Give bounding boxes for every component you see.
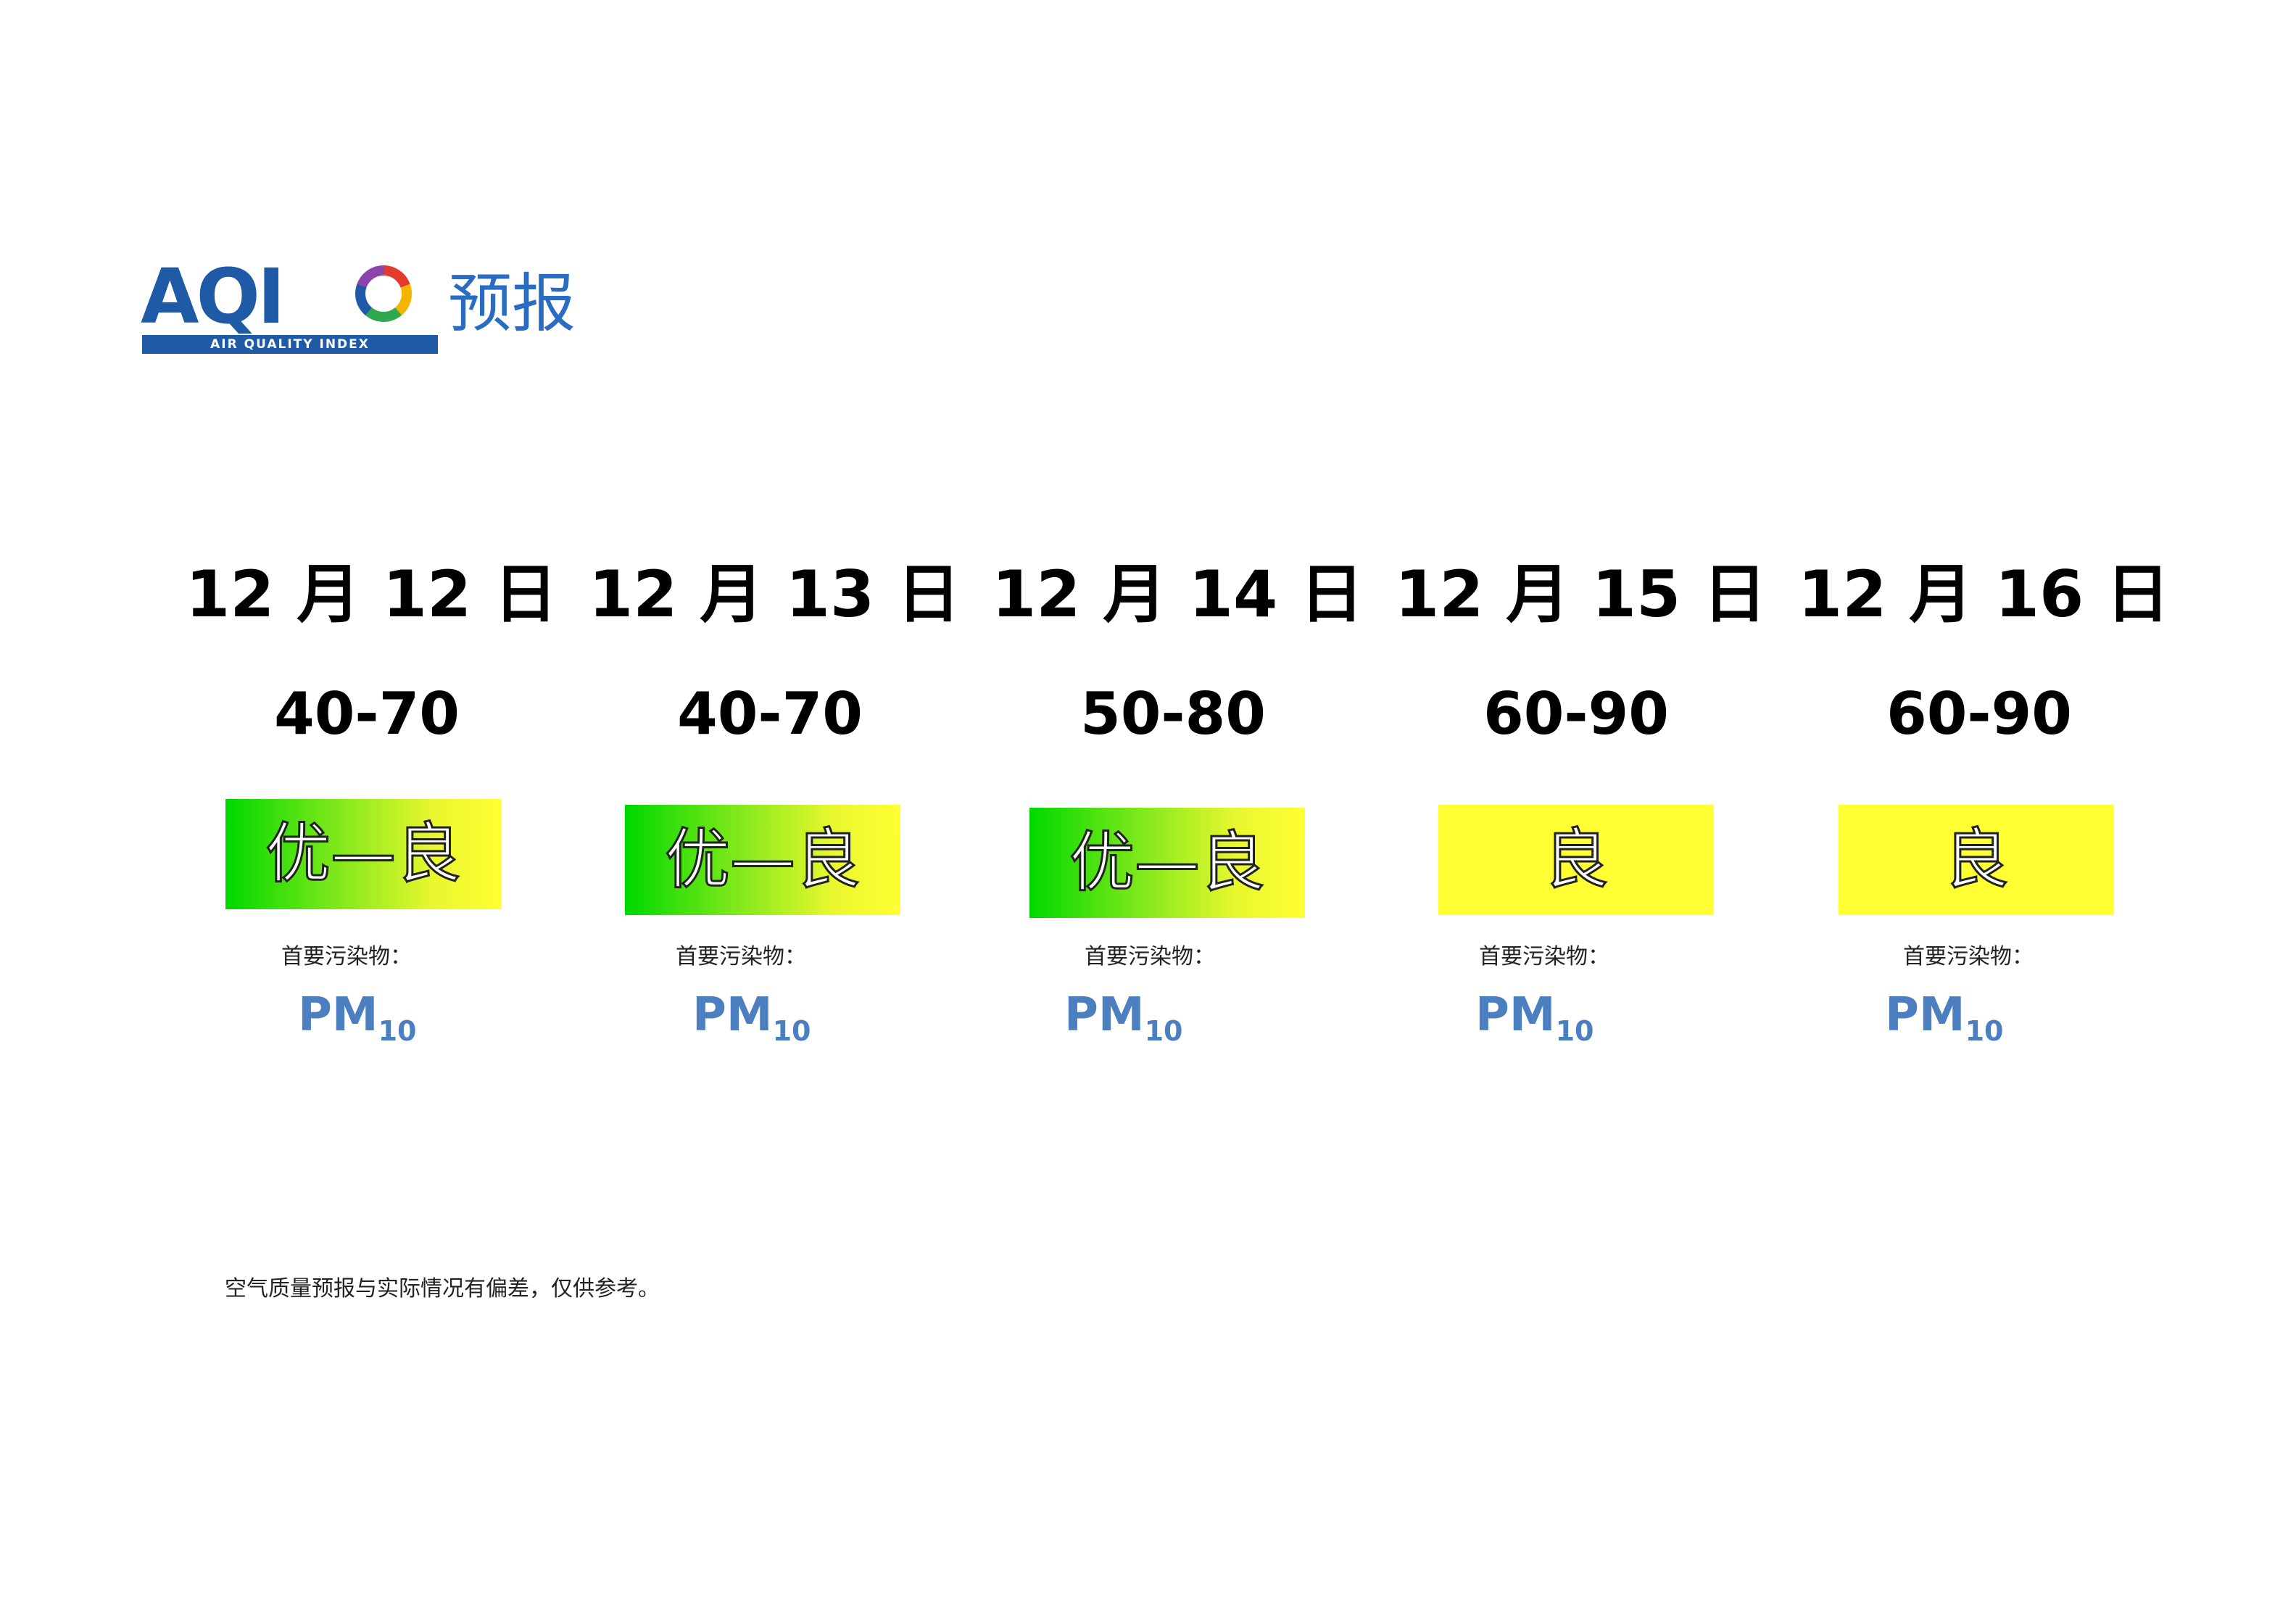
primary-pollutant: PM10 — [1885, 986, 2003, 1060]
pollutant-label: 首要污染物： — [676, 944, 806, 969]
forecast-date: 12 月 16 日 — [1798, 557, 2170, 632]
aqi-range: 60-90 — [1886, 680, 2072, 748]
aqi-level-badge: 优—良 — [625, 805, 900, 915]
aqi-range: 50-80 — [1080, 680, 1266, 748]
aqi-level-badge: 良 — [1438, 805, 1714, 915]
forecast-day: 12 月 13 日 40-70 优—良 首要污染物： PM10 — [589, 551, 961, 1073]
pollutant-subscript: 10 — [772, 1015, 811, 1047]
pollutant-subscript: 10 — [1965, 1015, 2004, 1047]
pollutant-name: PM — [1885, 988, 1965, 1042]
forecast-date: 12 月 14 日 — [992, 557, 1364, 632]
primary-pollutant: PM10 — [298, 986, 416, 1060]
aqi-logo: AQI AIR QUALITY INDEX 预报 — [141, 252, 576, 354]
aqi-range: 60-90 — [1483, 680, 1669, 748]
pollutant-name: PM — [298, 988, 378, 1042]
pollutant-label: 首要污染物： — [281, 944, 412, 969]
pollutant-label: 首要污染物： — [1085, 944, 1215, 969]
aqi-level-badge: 良 — [1839, 805, 2114, 915]
primary-pollutant: PM10 — [1064, 986, 1182, 1060]
primary-pollutant: PM10 — [692, 986, 811, 1060]
forecast-day: 12 月 14 日 50-80 优—良 首要污染物： PM10 — [992, 551, 1364, 1073]
aqi-range: 40-70 — [274, 680, 460, 748]
forecast-day: 12 月 15 日 60-90 良 首要污染物： PM10 — [1395, 551, 1767, 1073]
pollutant-name: PM — [1475, 988, 1556, 1042]
aqi-level-badge: 优—良 — [225, 799, 501, 909]
forecast-date: 12 月 13 日 — [589, 557, 961, 632]
forecast-date: 12 月 12 日 — [186, 557, 558, 632]
pollutant-name: PM — [1064, 988, 1145, 1042]
pollutant-subscript: 10 — [1144, 1015, 1183, 1047]
pollutant-label: 首要污染物： — [1903, 944, 2034, 969]
pollutant-name: PM — [692, 988, 773, 1042]
globe-icon — [355, 265, 412, 322]
pollutant-label: 首要污染物： — [1479, 944, 1609, 969]
primary-pollutant: PM10 — [1475, 986, 1593, 1060]
forecast-day: 12 月 16 日 60-90 良 首要污染物： PM10 — [1798, 551, 2170, 1073]
pollutant-subscript: 10 — [378, 1015, 417, 1047]
aqi-logo-mark: AQI — [141, 252, 286, 341]
aqi-level-badge: 优—良 — [1029, 808, 1305, 918]
aqi-range: 40-70 — [677, 680, 863, 748]
page-title: 预报 — [448, 266, 576, 341]
aqi-logo-subtitle: AIR QUALITY INDEX — [142, 335, 438, 354]
forecast-day: 12 月 12 日 40-70 优—良 首要污染物： PM10 — [186, 551, 558, 1073]
disclaimer-footnote: 空气质量预报与实际情况有偏差，仅供参考。 — [225, 1276, 660, 1302]
forecast-date: 12 月 15 日 — [1395, 557, 1767, 632]
pollutant-subscript: 10 — [1555, 1015, 1594, 1047]
